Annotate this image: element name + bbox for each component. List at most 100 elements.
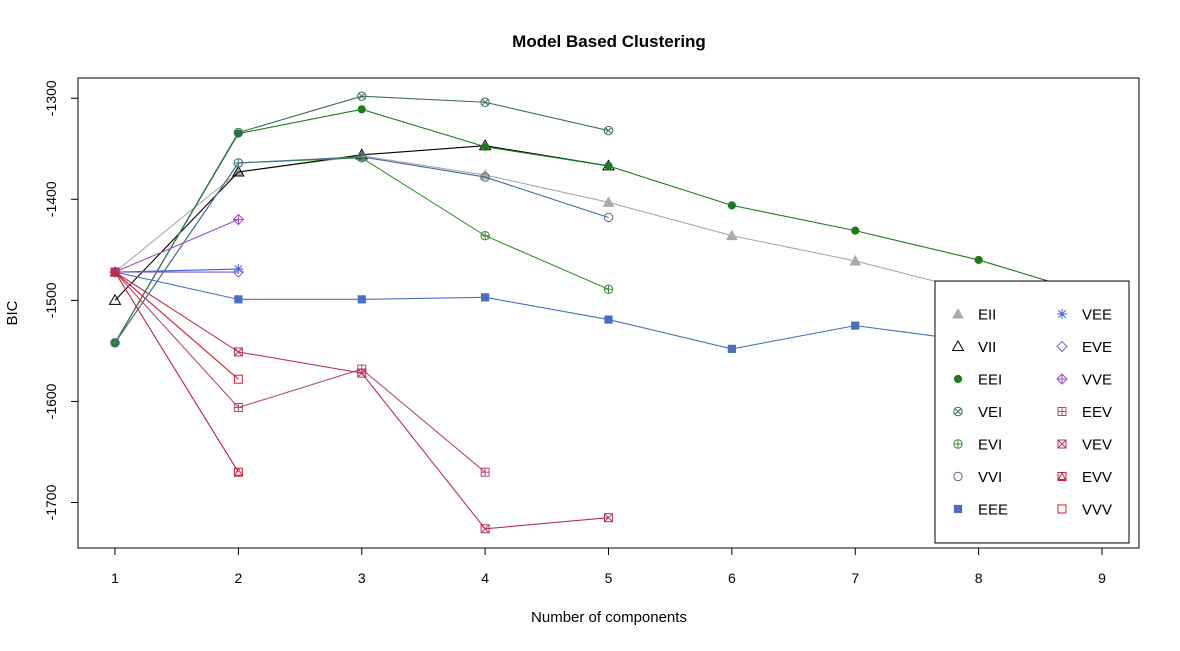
series-line-vii (114, 145, 609, 301)
legend-symbol (951, 340, 965, 351)
legend-item-evi: EVI (953, 437, 1002, 454)
data-point-vii (108, 293, 122, 305)
legend: EII VII EEI VEI EVI VVI EEE VEE EVE VVE EEV VEV EVV V… (934, 280, 1130, 544)
legend-symbol (953, 439, 963, 449)
data-point-vvi (357, 152, 367, 162)
legend-label: EEE (978, 502, 1008, 519)
legend-item-vvi: VVI (953, 469, 1002, 486)
series-vvv (110, 267, 243, 384)
data-point-vei (603, 125, 614, 136)
legend-label: VVV (1082, 502, 1112, 519)
series-vve (109, 213, 245, 278)
x-tick-label: 9 (1098, 570, 1106, 586)
data-point-vii (232, 165, 245, 177)
legend-item-vvv: VVV (1057, 502, 1112, 519)
legend-item-eii: EII (952, 307, 996, 324)
legend-symbol (1056, 373, 1068, 385)
data-point-eve (232, 266, 245, 278)
y-tick-label: -1400 (43, 181, 59, 217)
data-point-eii (849, 254, 862, 266)
data-point-eee (234, 295, 243, 304)
legend-item-eee: EEE (953, 502, 1008, 519)
legend-item-eev: EEV (1057, 404, 1112, 421)
series-line-vve (114, 218, 239, 273)
legend-symbol (953, 406, 963, 417)
series-vvi (110, 152, 614, 348)
x-tick-label: 7 (851, 570, 859, 586)
legend-label: VII (978, 339, 996, 356)
data-point-eei (481, 142, 490, 151)
data-point-evi (603, 284, 614, 294)
data-point-vve (232, 213, 245, 226)
y-tick-label: -1300 (43, 80, 59, 116)
legend-item-vve: VVE (1056, 372, 1112, 389)
series-line-evv (114, 271, 239, 473)
legend-symbol (1056, 340, 1068, 353)
data-point-eev (233, 403, 243, 413)
legend-label: EII (978, 307, 996, 324)
data-point-eei (727, 201, 736, 210)
legend-item-vei: VEI (953, 404, 1002, 421)
series-line-vvi (114, 156, 609, 344)
data-point-vev (604, 513, 613, 523)
data-point-vvi (110, 338, 120, 348)
legend-label: EVE (1082, 339, 1112, 356)
data-point-eee (481, 293, 490, 302)
data-point-vvi (233, 158, 244, 168)
legend-label: VEV (1082, 437, 1112, 454)
series-line-eev (114, 271, 486, 473)
legend-label: EEV (1082, 404, 1112, 421)
x-tick-label: 2 (234, 570, 242, 586)
legend-item-vii: VII (951, 339, 996, 356)
x-tick-label: 8 (975, 570, 983, 586)
data-point-eee (604, 315, 613, 324)
series-line-vvv (114, 271, 239, 380)
legend-item-evv: EVV (1057, 469, 1112, 486)
legend-label: EEI (978, 372, 1002, 389)
series-evv (110, 267, 243, 477)
series-group (108, 91, 1108, 534)
x-tick-label: 6 (728, 570, 736, 586)
legend-symbol (953, 471, 963, 482)
axes: 1 2 3 4 5 6 7 8 9 -1700 -1600 -1500 -1400 -1300 (43, 80, 1106, 586)
y-tick-label: -1700 (43, 484, 59, 520)
x-tick-label: 3 (358, 570, 366, 586)
data-point-vev (233, 347, 243, 357)
data-point-vev (357, 368, 367, 378)
data-point-eei (974, 255, 983, 265)
legend-symbol (1057, 504, 1067, 514)
legend-symbol (1057, 309, 1067, 319)
legend-box (934, 280, 1130, 544)
legend-item-eve: EVE (1056, 339, 1112, 356)
legend-symbol (1057, 439, 1067, 449)
series-line-eee (114, 271, 979, 350)
data-point-eii (602, 196, 615, 207)
legend-symbol (953, 504, 963, 514)
y-axis-label: BIC (4, 300, 21, 325)
data-point-evi (480, 230, 490, 241)
legend-item-vee: VEE (1057, 307, 1112, 324)
x-tick-label: 1 (111, 570, 119, 586)
x-tick-label: 4 (481, 570, 489, 586)
chart-title: Model Based Clustering (512, 32, 706, 51)
data-point-eee (851, 321, 860, 330)
legend-label: EVV (1082, 469, 1112, 486)
data-point-eii (726, 229, 738, 241)
legend-symbol (953, 374, 963, 384)
data-point-vvv (110, 267, 120, 277)
legend-item-vev: VEV (1057, 437, 1112, 454)
data-point-eei (851, 226, 860, 235)
x-axis-label: Number of components (531, 609, 687, 626)
data-point-vei (480, 97, 490, 107)
series-line-vev (114, 271, 609, 530)
legend-label: VVE (1082, 372, 1112, 389)
series-eee (110, 267, 983, 353)
series-eev (110, 267, 490, 477)
data-point-evv (233, 467, 243, 477)
data-point-vvi (603, 212, 614, 223)
legend-label: VEE (1082, 307, 1112, 324)
data-point-eev (480, 467, 490, 477)
data-point-vvi (480, 172, 490, 182)
